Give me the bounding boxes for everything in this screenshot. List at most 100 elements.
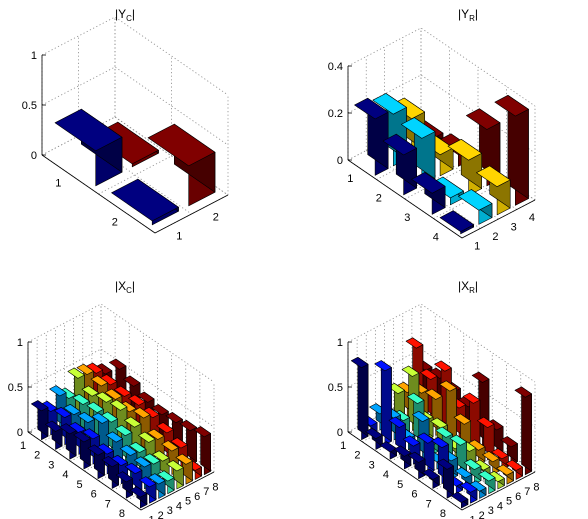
bar-r5-c1	[407, 451, 426, 480]
col-tick-label: 5	[506, 496, 512, 508]
col-tick-label: 4	[529, 212, 535, 224]
bar-r2-c1	[382, 133, 418, 196]
row-tick-label: 8	[440, 508, 446, 519]
panel-abs-yc: 0 0.5 1 1 2 1 2 |YC|	[22, 7, 229, 243]
bar-r7-c8	[500, 436, 518, 466]
z-tick-label: 0.5	[8, 382, 23, 394]
col-tick-label: 7	[524, 486, 530, 498]
axes: 0 0.5 1 1 2 1 2	[22, 50, 229, 243]
bar-r5-c2	[417, 432, 435, 475]
row-tick-label: 5	[77, 479, 83, 491]
bars	[30, 358, 211, 509]
row-tick-label: 2	[112, 217, 118, 229]
z-tick-label: 0	[17, 427, 23, 439]
row-tick-label: 5	[397, 479, 403, 491]
row-tick-label: 3	[404, 212, 410, 224]
bar-r7-c1	[115, 471, 133, 499]
bar-r8-c2	[459, 481, 478, 504]
bar-r4-c1	[73, 431, 91, 470]
row-tick-label: 3	[48, 459, 54, 471]
z-tick-label: 0.5	[22, 100, 37, 112]
bar-r7-c6	[482, 451, 500, 475]
col-tick-label: 3	[488, 505, 494, 517]
bar-r1-c1	[30, 400, 49, 441]
bar-r4-c3	[476, 165, 511, 216]
bar-r6-c1	[101, 456, 119, 489]
bar-r1-c1	[354, 97, 389, 176]
row-tick-label: 1	[340, 440, 346, 452]
bar-r8-c4	[478, 470, 496, 495]
z-tick-label: 1	[31, 50, 37, 62]
chart-title: |YC|	[115, 7, 135, 23]
panel-abs-xc: 00.511234567812345678|XC|	[8, 279, 219, 519]
bars	[54, 108, 216, 226]
bar-r4-c1	[439, 210, 475, 235]
col-tick-label: 8	[212, 481, 218, 493]
bar-r7-c1	[436, 458, 454, 499]
bar-r5-c6	[453, 413, 472, 456]
col-tick-label: 2	[479, 510, 485, 519]
row-tick-label: 4	[62, 469, 68, 481]
bar-r8-c2	[139, 476, 157, 504]
bar-r4-c2	[457, 189, 493, 225]
col-tick-label: 3	[167, 505, 173, 517]
bar-r8-c8	[193, 426, 211, 476]
bar-r2-c2	[400, 117, 436, 186]
col-tick-label: 5	[185, 496, 191, 508]
bar-r1-c1	[350, 356, 369, 441]
chart-title: |YR|	[458, 7, 478, 23]
row-tick-label: 7	[426, 498, 432, 510]
bar-r3-c1	[59, 423, 77, 460]
bar-r1-c1	[54, 108, 123, 187]
bar-r8-c6	[496, 464, 514, 485]
bar-r7-c8	[179, 419, 197, 466]
bar-r8-c8	[514, 386, 533, 476]
bar-r2-c1	[111, 178, 179, 226]
bar-r8-c4	[157, 470, 175, 495]
bar-r2-c2	[374, 360, 392, 446]
bar-r7-c2	[124, 462, 143, 494]
chart-title: |XR|	[458, 279, 478, 295]
axes: 00.511234567812345678	[8, 337, 219, 519]
col-tick-label: 6	[194, 491, 200, 503]
col-tick-label: 4	[497, 500, 503, 512]
bar-r6-c4	[449, 434, 468, 475]
col-tick-label: 1	[176, 231, 182, 243]
row-tick-label: 4	[433, 231, 439, 243]
bar-r7-c4	[463, 458, 482, 485]
col-tick-label: 3	[511, 221, 517, 233]
row-tick-label: 3	[369, 459, 375, 471]
bar-r4-c1	[393, 445, 412, 470]
bars	[350, 337, 533, 509]
col-tick-label: 1	[470, 515, 476, 519]
row-tick-label: 1	[347, 173, 353, 185]
bar-r6-c1	[422, 468, 440, 489]
col-tick-label: 1	[149, 515, 155, 519]
bar-r6-c7	[476, 416, 495, 461]
z-tick-label: 1	[337, 337, 343, 349]
z-tick-label: 0.4	[328, 61, 343, 73]
row-tick-label: 2	[34, 450, 40, 462]
col-tick-label: 2	[492, 231, 498, 243]
col-tick-label: 4	[176, 500, 182, 512]
col-tick-label: 1	[474, 240, 480, 252]
row-tick-label: 6	[91, 489, 97, 501]
col-tick-label: 2	[158, 510, 164, 519]
z-tick-label: 0.5	[328, 382, 343, 394]
row-tick-label: 8	[119, 508, 125, 519]
row-tick-label: 2	[354, 450, 360, 462]
bar-r3-c1	[379, 441, 397, 460]
panel-abs-xr: 00.511234567812345678|XR|	[328, 279, 540, 519]
col-tick-label: 6	[515, 491, 521, 503]
chart-title: |XC|	[115, 279, 135, 295]
col-tick-label: 2	[213, 212, 219, 224]
row-tick-label: 4	[383, 469, 389, 481]
row-tick-label: 1	[20, 440, 26, 452]
bar-r8-c5	[166, 460, 184, 490]
bar-r3-c3	[447, 139, 483, 196]
row-tick-label: 1	[55, 178, 61, 190]
z-tick-label: 0	[337, 427, 343, 439]
